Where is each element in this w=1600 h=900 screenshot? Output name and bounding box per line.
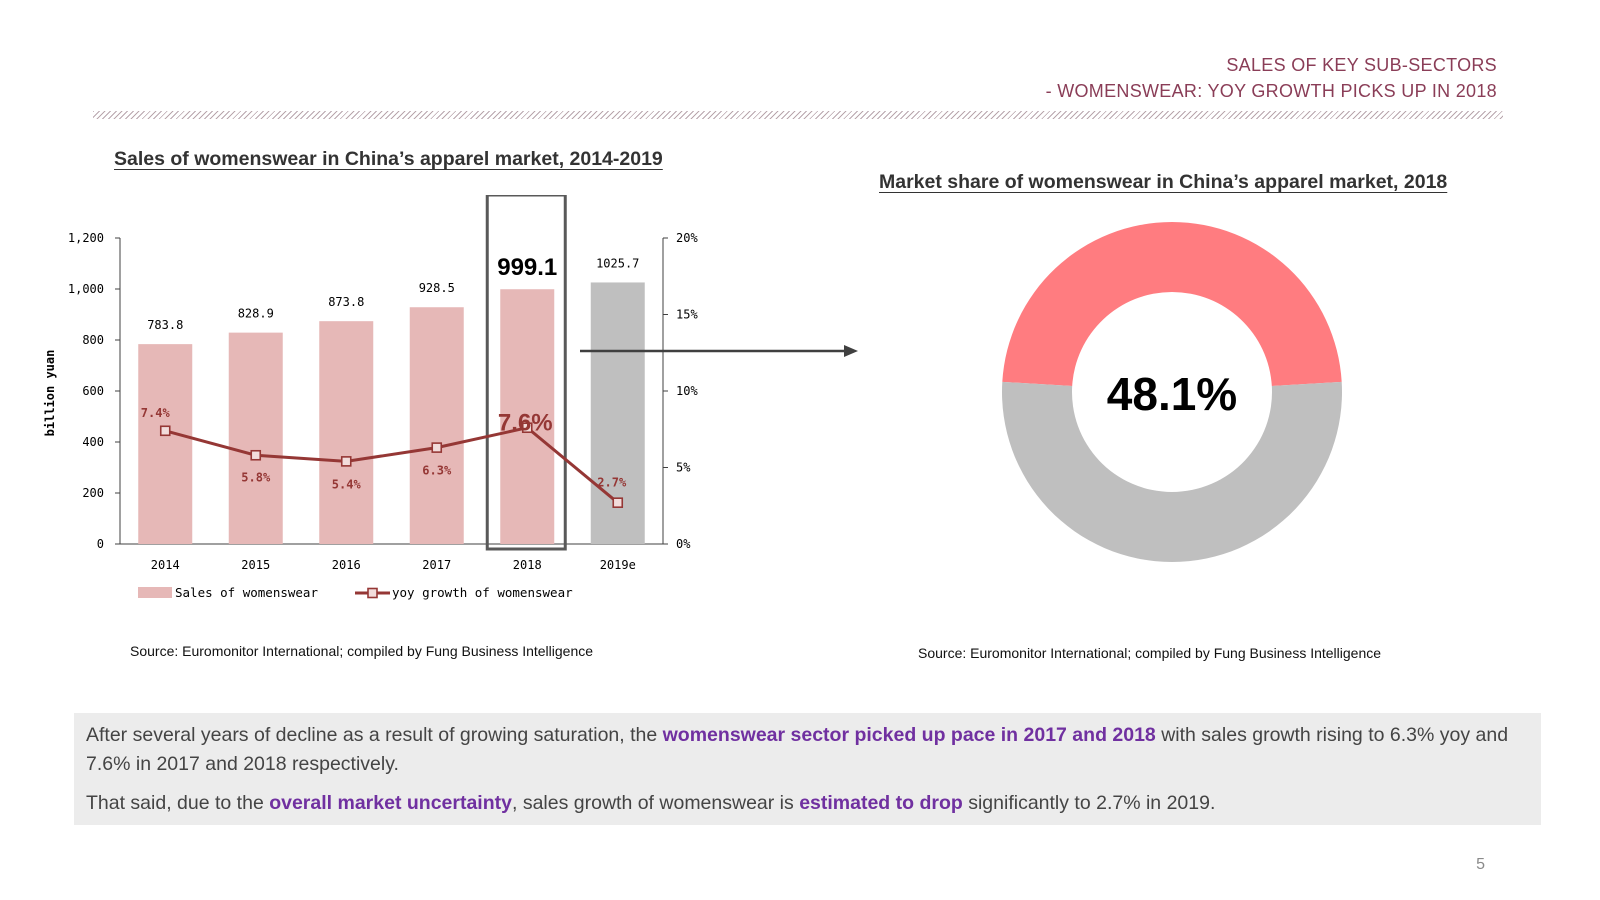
y-tick-label: 1,200 xyxy=(68,231,104,245)
legend-line-label: yoy growth of womenswear xyxy=(392,585,573,600)
y-axis-title: billion yuan xyxy=(43,350,57,437)
bar-value-label: 1025.7 xyxy=(596,256,639,270)
growth-marker-2019e xyxy=(612,497,624,508)
y2-tick-label: 5% xyxy=(676,461,691,475)
arrow-right-icon xyxy=(580,345,858,357)
growth-value-label: 5.4% xyxy=(332,477,362,491)
x-tick-label: 2016 xyxy=(332,558,361,572)
y-tick-label: 800 xyxy=(82,333,104,347)
donut-slice-womenswear xyxy=(1002,221,1342,387)
legend-line-marker xyxy=(367,587,378,599)
growth-marker-2014 xyxy=(159,425,171,437)
summary-paragraph-1: After several years of decline as a resu… xyxy=(86,724,1509,775)
summary-paragraph-2: That said, due to the overall market unc… xyxy=(86,792,1216,814)
bar-2014 xyxy=(138,344,193,544)
growth-marker-2015 xyxy=(250,449,262,461)
market-share-donut-chart: 48.1% xyxy=(1002,221,1342,562)
bar-value-label: 783.8 xyxy=(147,318,183,332)
summary-text-box: After several years of decline as a resu… xyxy=(74,713,1541,825)
growth-value-label: 7.4% xyxy=(141,406,171,420)
bar-2016 xyxy=(319,321,374,544)
x-tick-label: 2014 xyxy=(151,558,180,572)
x-tick-label: 2019e xyxy=(600,558,636,572)
growth-marker-2017 xyxy=(431,442,443,453)
bar-value-label: 873.8 xyxy=(328,295,364,309)
y2-tick-label: 15% xyxy=(676,308,698,322)
growth-value-label: 2.7% xyxy=(597,476,627,490)
y-tick-label: 1,000 xyxy=(68,282,104,296)
bar-2018 xyxy=(500,289,555,544)
bar-value-label: 999.1 xyxy=(497,254,557,281)
donut-center-label: 48.1% xyxy=(1107,368,1237,420)
y-tick-label: 600 xyxy=(82,384,104,398)
page-number: 5 xyxy=(1476,856,1485,873)
growth-value-label: 7.6% xyxy=(498,410,553,437)
x-tick-label: 2017 xyxy=(422,558,451,572)
sales-bar-line-chart: 0 200 400 600 800 1,000 1,200 0% 5% 10% 15% 20% bill… xyxy=(43,195,698,600)
highlight-frame-2018 xyxy=(485,195,567,551)
y-tick-label: 200 xyxy=(82,486,104,500)
bar-chart-source: Source: Euromonitor International; compi… xyxy=(130,643,594,659)
donut-chart-source: Source: Euromonitor International; compi… xyxy=(918,645,1382,661)
bar-chart-title: Sales of womenswear in China’s apparel m… xyxy=(114,148,663,170)
growth-marker-2016 xyxy=(340,456,352,467)
donut-slice-others xyxy=(1002,381,1342,562)
bar-2017 xyxy=(409,307,464,544)
donut-chart-title: Market share of womenswear in China’s ap… xyxy=(879,171,1448,193)
growth-marker-2018 xyxy=(521,422,533,434)
growth-value-label: 6.3% xyxy=(422,464,452,478)
y-tick-label: 0 xyxy=(97,537,104,551)
bar-value-label: 828.9 xyxy=(238,307,274,321)
section-title: SALES OF KEY SUB-SECTORS xyxy=(1226,55,1497,75)
x-tick-label: 2018 xyxy=(513,558,542,572)
bar-2015 xyxy=(228,332,283,544)
y2-tick-label: 0% xyxy=(676,537,691,551)
legend-bar-swatch xyxy=(138,587,172,598)
section-subtitle: - WOMENSWEAR: YOY GROWTH PICKS UP IN 201… xyxy=(1045,81,1497,101)
y2-tick-label: 10% xyxy=(676,384,698,398)
growth-value-label: 5.8% xyxy=(241,470,271,484)
y2-tick-label: 20% xyxy=(676,231,698,245)
x-tick-label: 2015 xyxy=(241,558,270,572)
hatched-divider xyxy=(93,111,1503,119)
legend-bar-label: Sales of womenswear xyxy=(175,585,318,600)
y-tick-label: 400 xyxy=(82,435,104,449)
growth-line xyxy=(164,426,619,504)
bar-value-label: 928.5 xyxy=(419,281,455,295)
